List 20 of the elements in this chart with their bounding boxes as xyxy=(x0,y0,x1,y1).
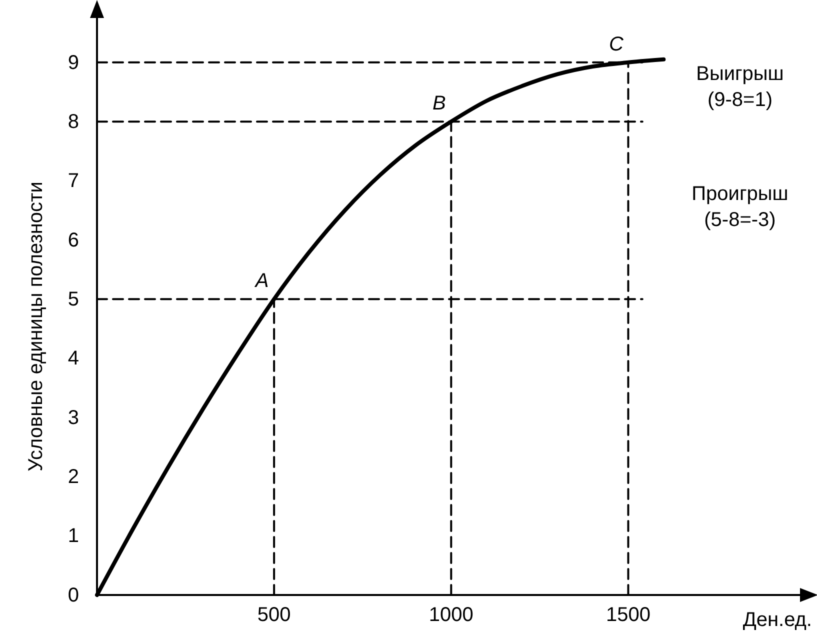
y-tick-label: 8 xyxy=(68,110,79,133)
y-axis-title: Условные единицы полезности xyxy=(25,182,47,472)
annotation: B xyxy=(432,92,446,115)
y-tick-label: 0 xyxy=(68,584,79,606)
y-tick-label: 3 xyxy=(68,406,79,429)
annotation: Выигрыш (9-8=1) xyxy=(696,63,784,111)
y-tick-label: 2 xyxy=(68,466,79,488)
annotation: A xyxy=(254,270,269,292)
y-tick-label: 4 xyxy=(68,348,79,370)
annotation: C xyxy=(609,33,624,56)
x-tick-label: 500 xyxy=(257,604,291,626)
y-tick-label: 7 xyxy=(68,170,79,192)
y-tick-label: 5 xyxy=(68,288,79,311)
x-tick-label: 1500 xyxy=(606,604,650,626)
x-tick-label: 1000 xyxy=(428,604,474,626)
y-tick-label: 9 xyxy=(68,52,79,74)
y-tick-label: 6 xyxy=(68,229,79,252)
x-axis-title: Ден.ед. xyxy=(742,609,812,631)
annotation: Проигрыш (5-8=-3) xyxy=(692,183,788,231)
y-tick-label: 1 xyxy=(68,525,79,548)
